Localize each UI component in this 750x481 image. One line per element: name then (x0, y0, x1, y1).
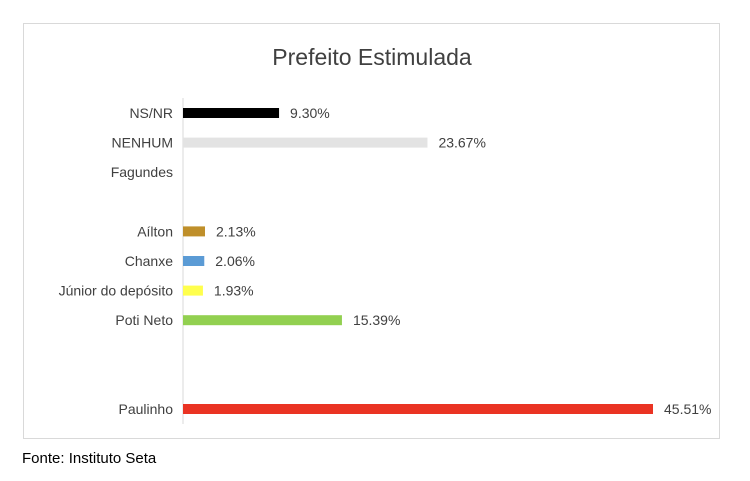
data-label: 1.93% (214, 283, 254, 299)
bar (183, 137, 428, 148)
category-label: Aílton (137, 223, 173, 239)
category-label: Fagundes (111, 164, 173, 180)
bar (183, 404, 653, 414)
category-label: NS/NR (129, 105, 173, 121)
chart-frame: Prefeito Estimulada NS/NR 9.30% NENHUM 23.6… (23, 23, 720, 439)
category-label: Poti Neto (115, 312, 173, 328)
data-label: 23.67% (438, 135, 485, 151)
data-label: 9.30% (290, 105, 330, 121)
category-label: NENHUM (112, 135, 173, 151)
bar (183, 226, 205, 237)
category-label: Júnior do depósito (59, 283, 174, 299)
bar-chart: Prefeito Estimulada NS/NR 9.30% NENHUM 23.6… (59, 44, 711, 424)
data-label: 15.39% (353, 312, 400, 328)
bar (183, 108, 280, 118)
chart-title: Prefeito Estimulada (272, 44, 472, 70)
data-label: 45.51% (664, 401, 711, 417)
data-label: 2.06% (215, 253, 255, 269)
bar (183, 315, 342, 326)
category-label: Chanxe (125, 253, 173, 269)
bar (183, 256, 205, 266)
bar (183, 285, 203, 296)
source-note: Fonte: Instituto Seta (22, 450, 157, 467)
category-label: Paulinho (119, 401, 174, 417)
data-label: 2.13% (216, 223, 256, 239)
